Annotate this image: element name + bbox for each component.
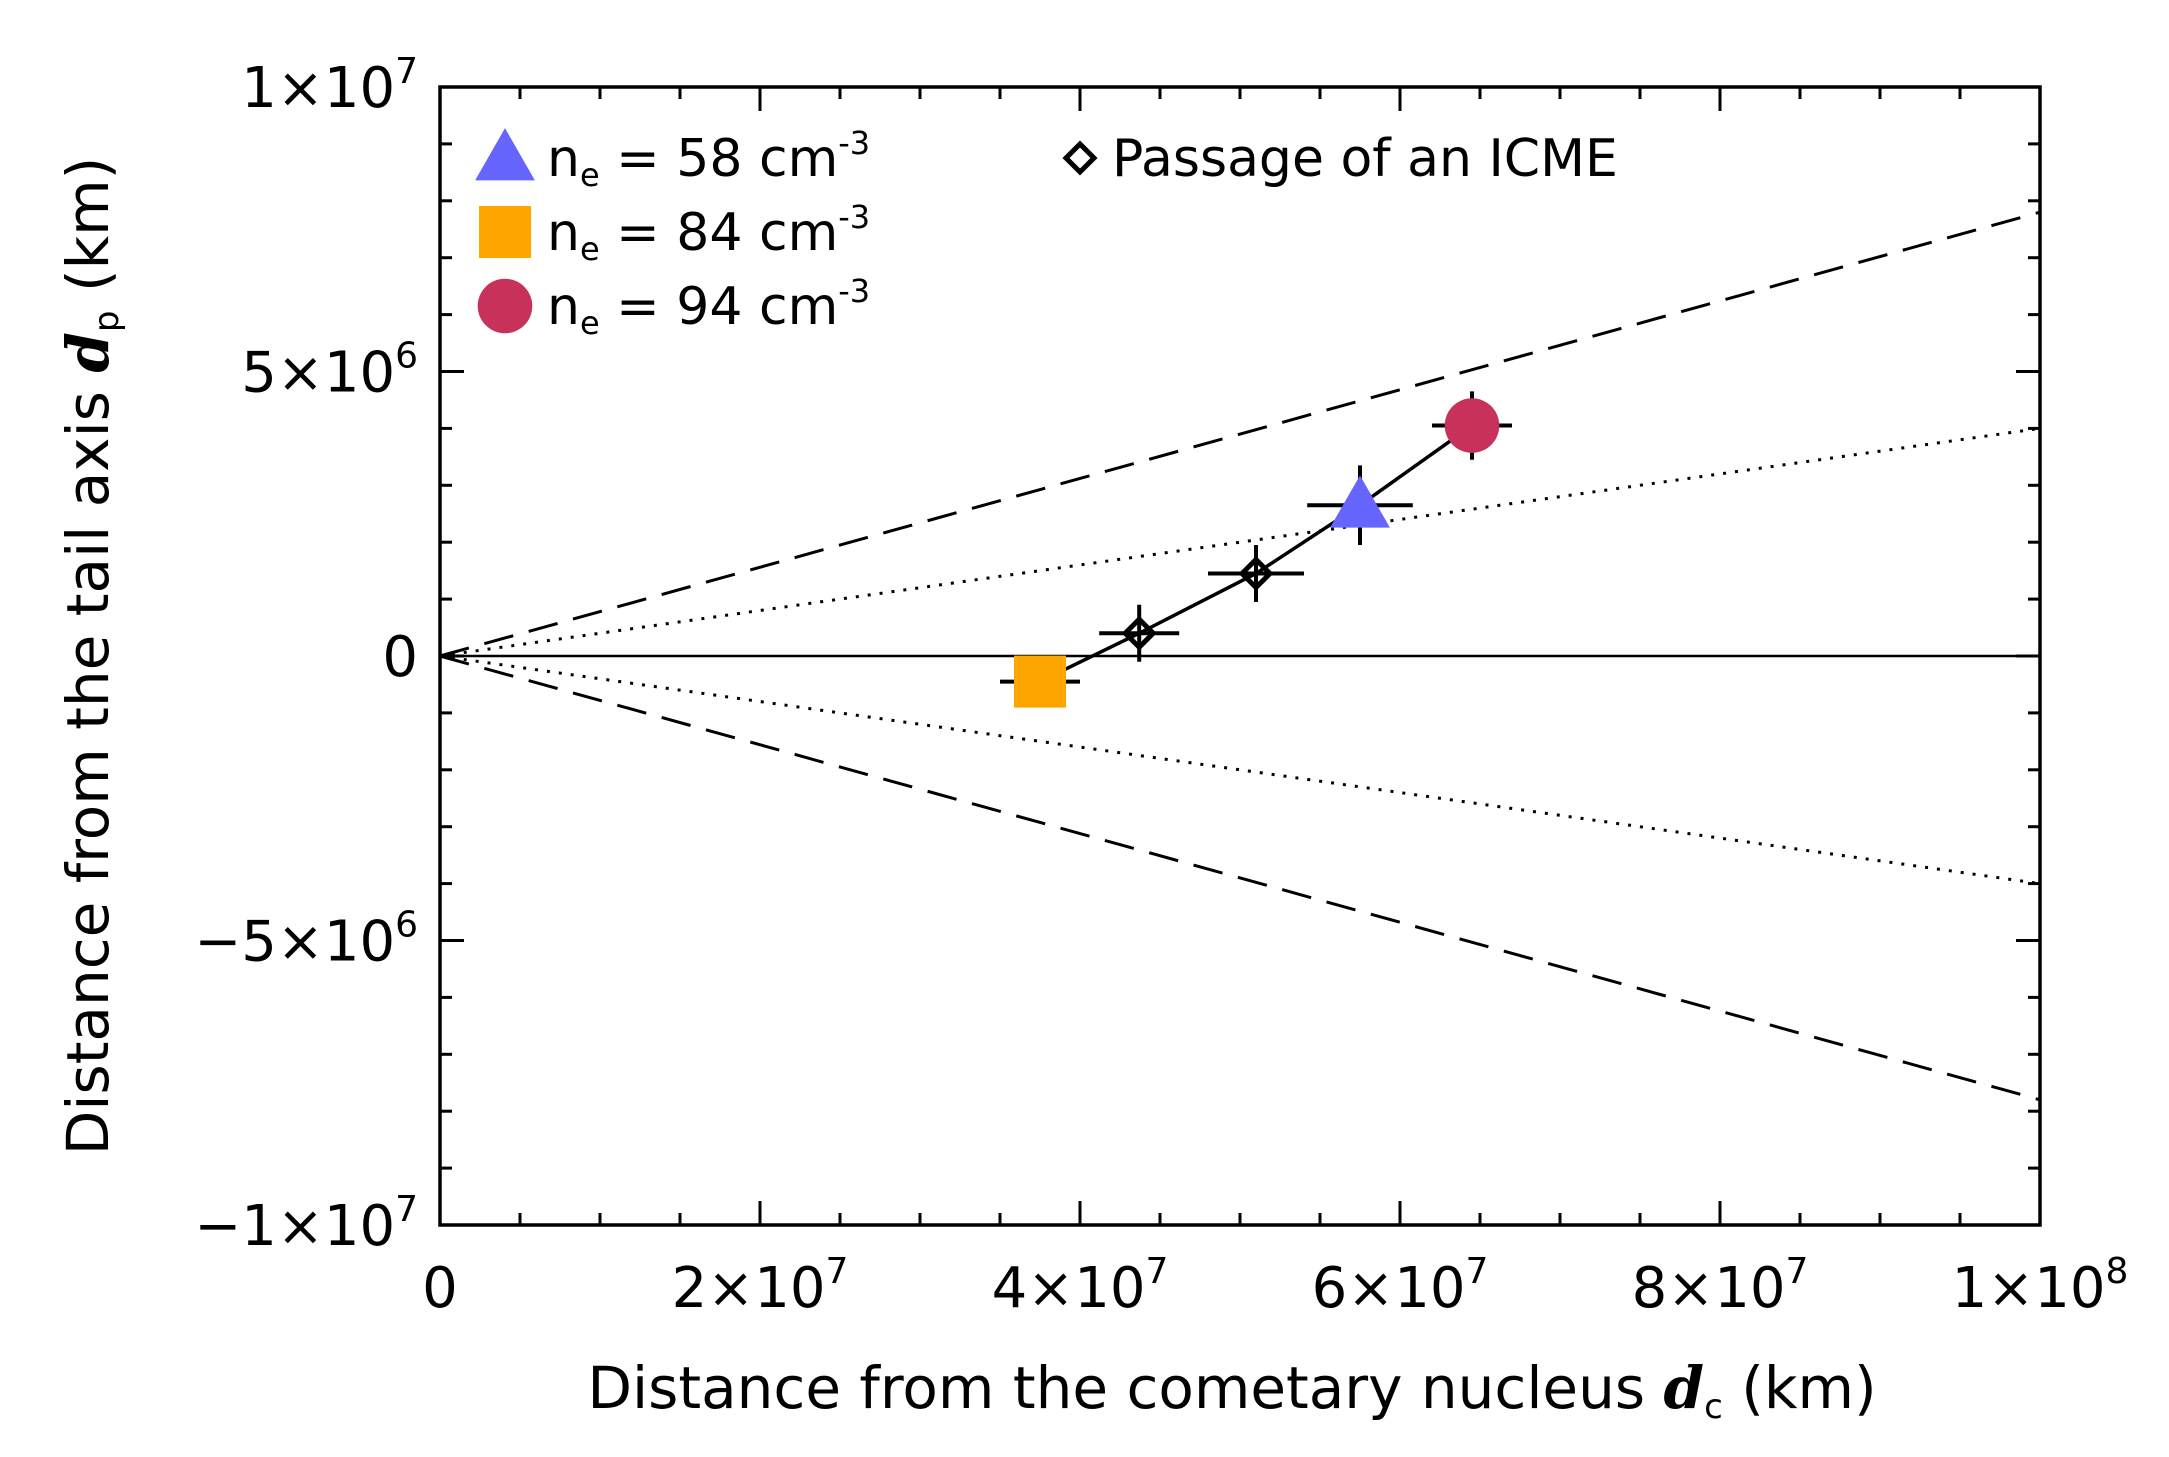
legend-label: ne = 84 cm-3 bbox=[547, 198, 870, 268]
reference-line-dashed-lower bbox=[439, 654, 2041, 1102]
legend: ne = 58 cm-3ne = 84 cm-3ne = 94 cm-3 Pass… bbox=[475, 124, 1618, 342]
axes: 0 2×107 4×107 6×107 8×107 1×108 1×107 5×106 0 −5×… bbox=[194, 51, 2128, 1321]
x-axis-title: Distance from the cometary nucleus dc (k… bbox=[587, 1354, 1876, 1427]
x-tick-label: 2×107 bbox=[672, 1251, 849, 1321]
y-tick-label: 1×107 bbox=[241, 51, 418, 121]
x-tick-label: 4×107 bbox=[992, 1251, 1169, 1321]
reference-line-dashed-upper bbox=[439, 210, 2041, 658]
reference-line-dotted-lower bbox=[439, 654, 2041, 886]
y-axis-title: Distance from the tail axis dp (km) bbox=[54, 157, 127, 1156]
data-point-square bbox=[1014, 655, 1066, 708]
legend-label-icme: Passage of an ICME bbox=[1112, 129, 1618, 189]
legend-marker-square bbox=[479, 206, 531, 258]
legend-marker-diamond bbox=[1062, 140, 1098, 176]
x-tick-label: 8×107 bbox=[1632, 1251, 1809, 1321]
legend-marker-circle bbox=[477, 278, 533, 334]
reference-line-dotted-upper bbox=[439, 426, 2041, 658]
data-point-diamond-1 bbox=[1121, 615, 1157, 651]
data-point-triangle bbox=[1330, 475, 1390, 528]
data-point-diamond-2 bbox=[1238, 555, 1274, 592]
plot-area bbox=[439, 210, 2041, 1102]
x-tick-label: 6×107 bbox=[1312, 1251, 1489, 1321]
y-tick-label: −5×106 bbox=[194, 905, 418, 975]
y-tick-label: 0 bbox=[382, 625, 418, 690]
legend-marker-triangle bbox=[475, 128, 535, 181]
legend-label: ne = 58 cm-3 bbox=[547, 124, 870, 194]
y-tick-label: 5×106 bbox=[241, 336, 418, 406]
x-tick-label: 1×108 bbox=[1952, 1251, 2129, 1321]
y-tick-label: −1×107 bbox=[194, 1189, 418, 1259]
x-tick-label: 0 bbox=[422, 1256, 458, 1321]
legend-label: ne = 94 cm-3 bbox=[547, 272, 870, 342]
data-point-circle bbox=[1444, 398, 1500, 453]
